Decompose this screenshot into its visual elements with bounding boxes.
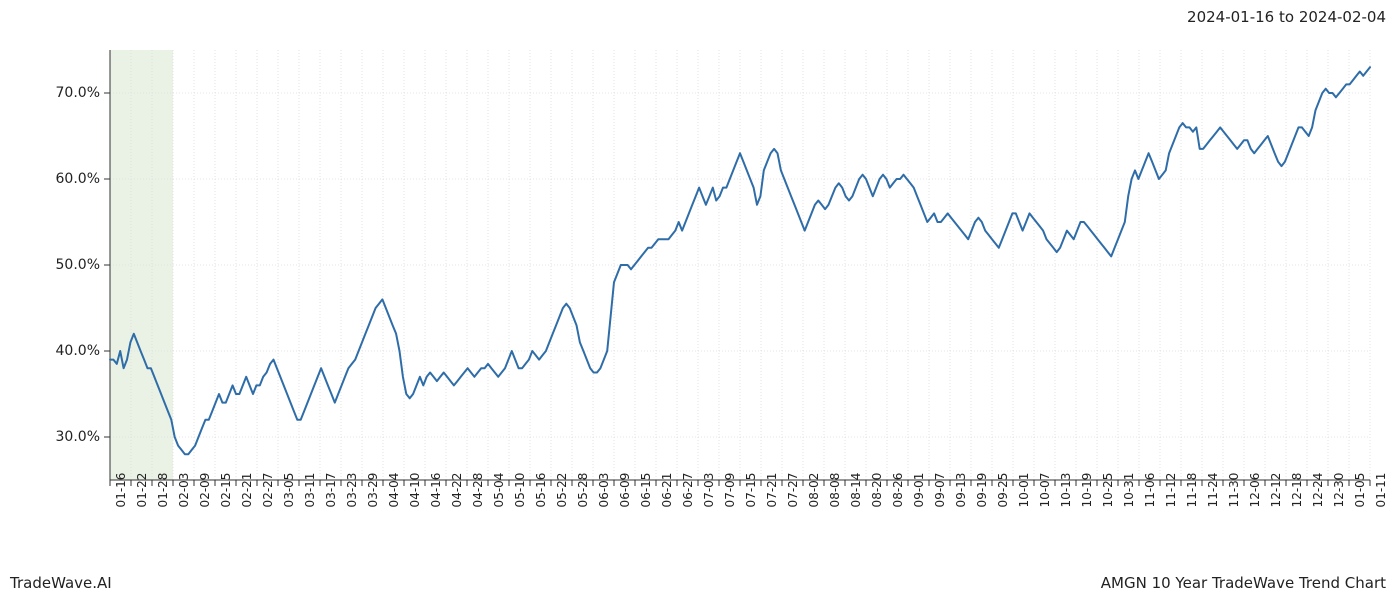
x-tick-label: 02-09 [198, 473, 212, 508]
x-tick-label: 04-10 [408, 473, 422, 508]
x-tick-label: 12-06 [1248, 473, 1262, 508]
x-tick-label: 01-16 [114, 473, 128, 508]
x-tick-label: 07-21 [765, 473, 779, 508]
x-tick-label: 02-27 [261, 473, 275, 508]
chart-title: AMGN 10 Year TradeWave Trend Chart [1101, 574, 1386, 592]
x-tick-label: 10-01 [1017, 473, 1031, 508]
footer-brand: TradeWave.AI [10, 574, 112, 592]
x-tick-label: 09-07 [933, 473, 947, 508]
x-tick-label: 10-19 [1080, 473, 1094, 508]
y-tick-label: 40.0% [20, 343, 100, 359]
x-tick-label: 09-13 [954, 473, 968, 508]
x-tick-label: 11-24 [1206, 473, 1220, 508]
x-tick-label: 01-22 [135, 473, 149, 508]
x-tick-label: 03-05 [282, 473, 296, 508]
x-tick-label: 11-12 [1164, 473, 1178, 508]
x-tick-label: 11-18 [1185, 473, 1199, 508]
x-tick-label: 06-21 [660, 473, 674, 508]
x-tick-label: 10-07 [1038, 473, 1052, 508]
x-tick-label: 07-27 [786, 473, 800, 508]
x-tick-label: 06-15 [639, 473, 653, 508]
x-tick-label: 04-28 [471, 473, 485, 508]
x-tick-label: 05-10 [513, 473, 527, 508]
x-tick-label: 02-03 [177, 473, 191, 508]
x-tick-label: 03-17 [324, 473, 338, 508]
x-tick-label: 10-13 [1059, 473, 1073, 508]
x-tick-label: 12-24 [1311, 473, 1325, 508]
x-tick-label: 12-30 [1332, 473, 1346, 508]
x-tick-label: 11-30 [1227, 473, 1241, 508]
x-tick-label: 08-02 [807, 473, 821, 508]
x-tick-label: 01-05 [1353, 473, 1367, 508]
x-tick-label: 03-11 [303, 473, 317, 508]
x-tick-label: 10-31 [1122, 473, 1136, 508]
x-tick-label: 11-06 [1143, 473, 1157, 508]
x-tick-label: 01-28 [156, 473, 170, 508]
x-tick-label: 12-12 [1269, 473, 1283, 508]
x-tick-label: 03-29 [366, 473, 380, 508]
x-tick-label: 06-09 [618, 473, 632, 508]
x-tick-label: 07-03 [702, 473, 716, 508]
x-tick-label: 05-22 [555, 473, 569, 508]
date-range-label: 2024-01-16 to 2024-02-04 [1187, 8, 1386, 26]
y-tick-label: 60.0% [20, 171, 100, 187]
x-tick-label: 10-25 [1101, 473, 1115, 508]
x-tick-label: 09-19 [975, 473, 989, 508]
x-tick-label: 09-01 [912, 473, 926, 508]
x-tick-label: 03-23 [345, 473, 359, 508]
x-tick-label: 04-16 [429, 473, 443, 508]
x-tick-label: 06-03 [597, 473, 611, 508]
x-tick-label: 02-15 [219, 473, 233, 508]
x-tick-label: 08-14 [849, 473, 863, 508]
x-tick-label: 05-16 [534, 473, 548, 508]
x-tick-label: 12-18 [1290, 473, 1304, 508]
x-tick-label: 05-04 [492, 473, 506, 508]
x-tick-label: 01-11 [1374, 473, 1388, 508]
x-tick-label: 08-26 [891, 473, 905, 508]
x-tick-label: 04-04 [387, 473, 401, 508]
x-tick-label: 04-22 [450, 473, 464, 508]
x-tick-label: 02-21 [240, 473, 254, 508]
x-tick-label: 07-09 [723, 473, 737, 508]
y-tick-label: 70.0% [20, 85, 100, 101]
y-tick-label: 30.0% [20, 429, 100, 445]
x-tick-label: 08-20 [870, 473, 884, 508]
x-tick-label: 09-25 [996, 473, 1010, 508]
x-tick-label: 08-08 [828, 473, 842, 508]
x-tick-label: 06-27 [681, 473, 695, 508]
x-tick-label: 07-15 [744, 473, 758, 508]
chart-container: 30.0% 40.0% 50.0% 60.0% 70.0% 01-16 01-22 01-2… [0, 30, 1400, 570]
x-tick-label: 05-28 [576, 473, 590, 508]
y-tick-label: 50.0% [20, 257, 100, 273]
